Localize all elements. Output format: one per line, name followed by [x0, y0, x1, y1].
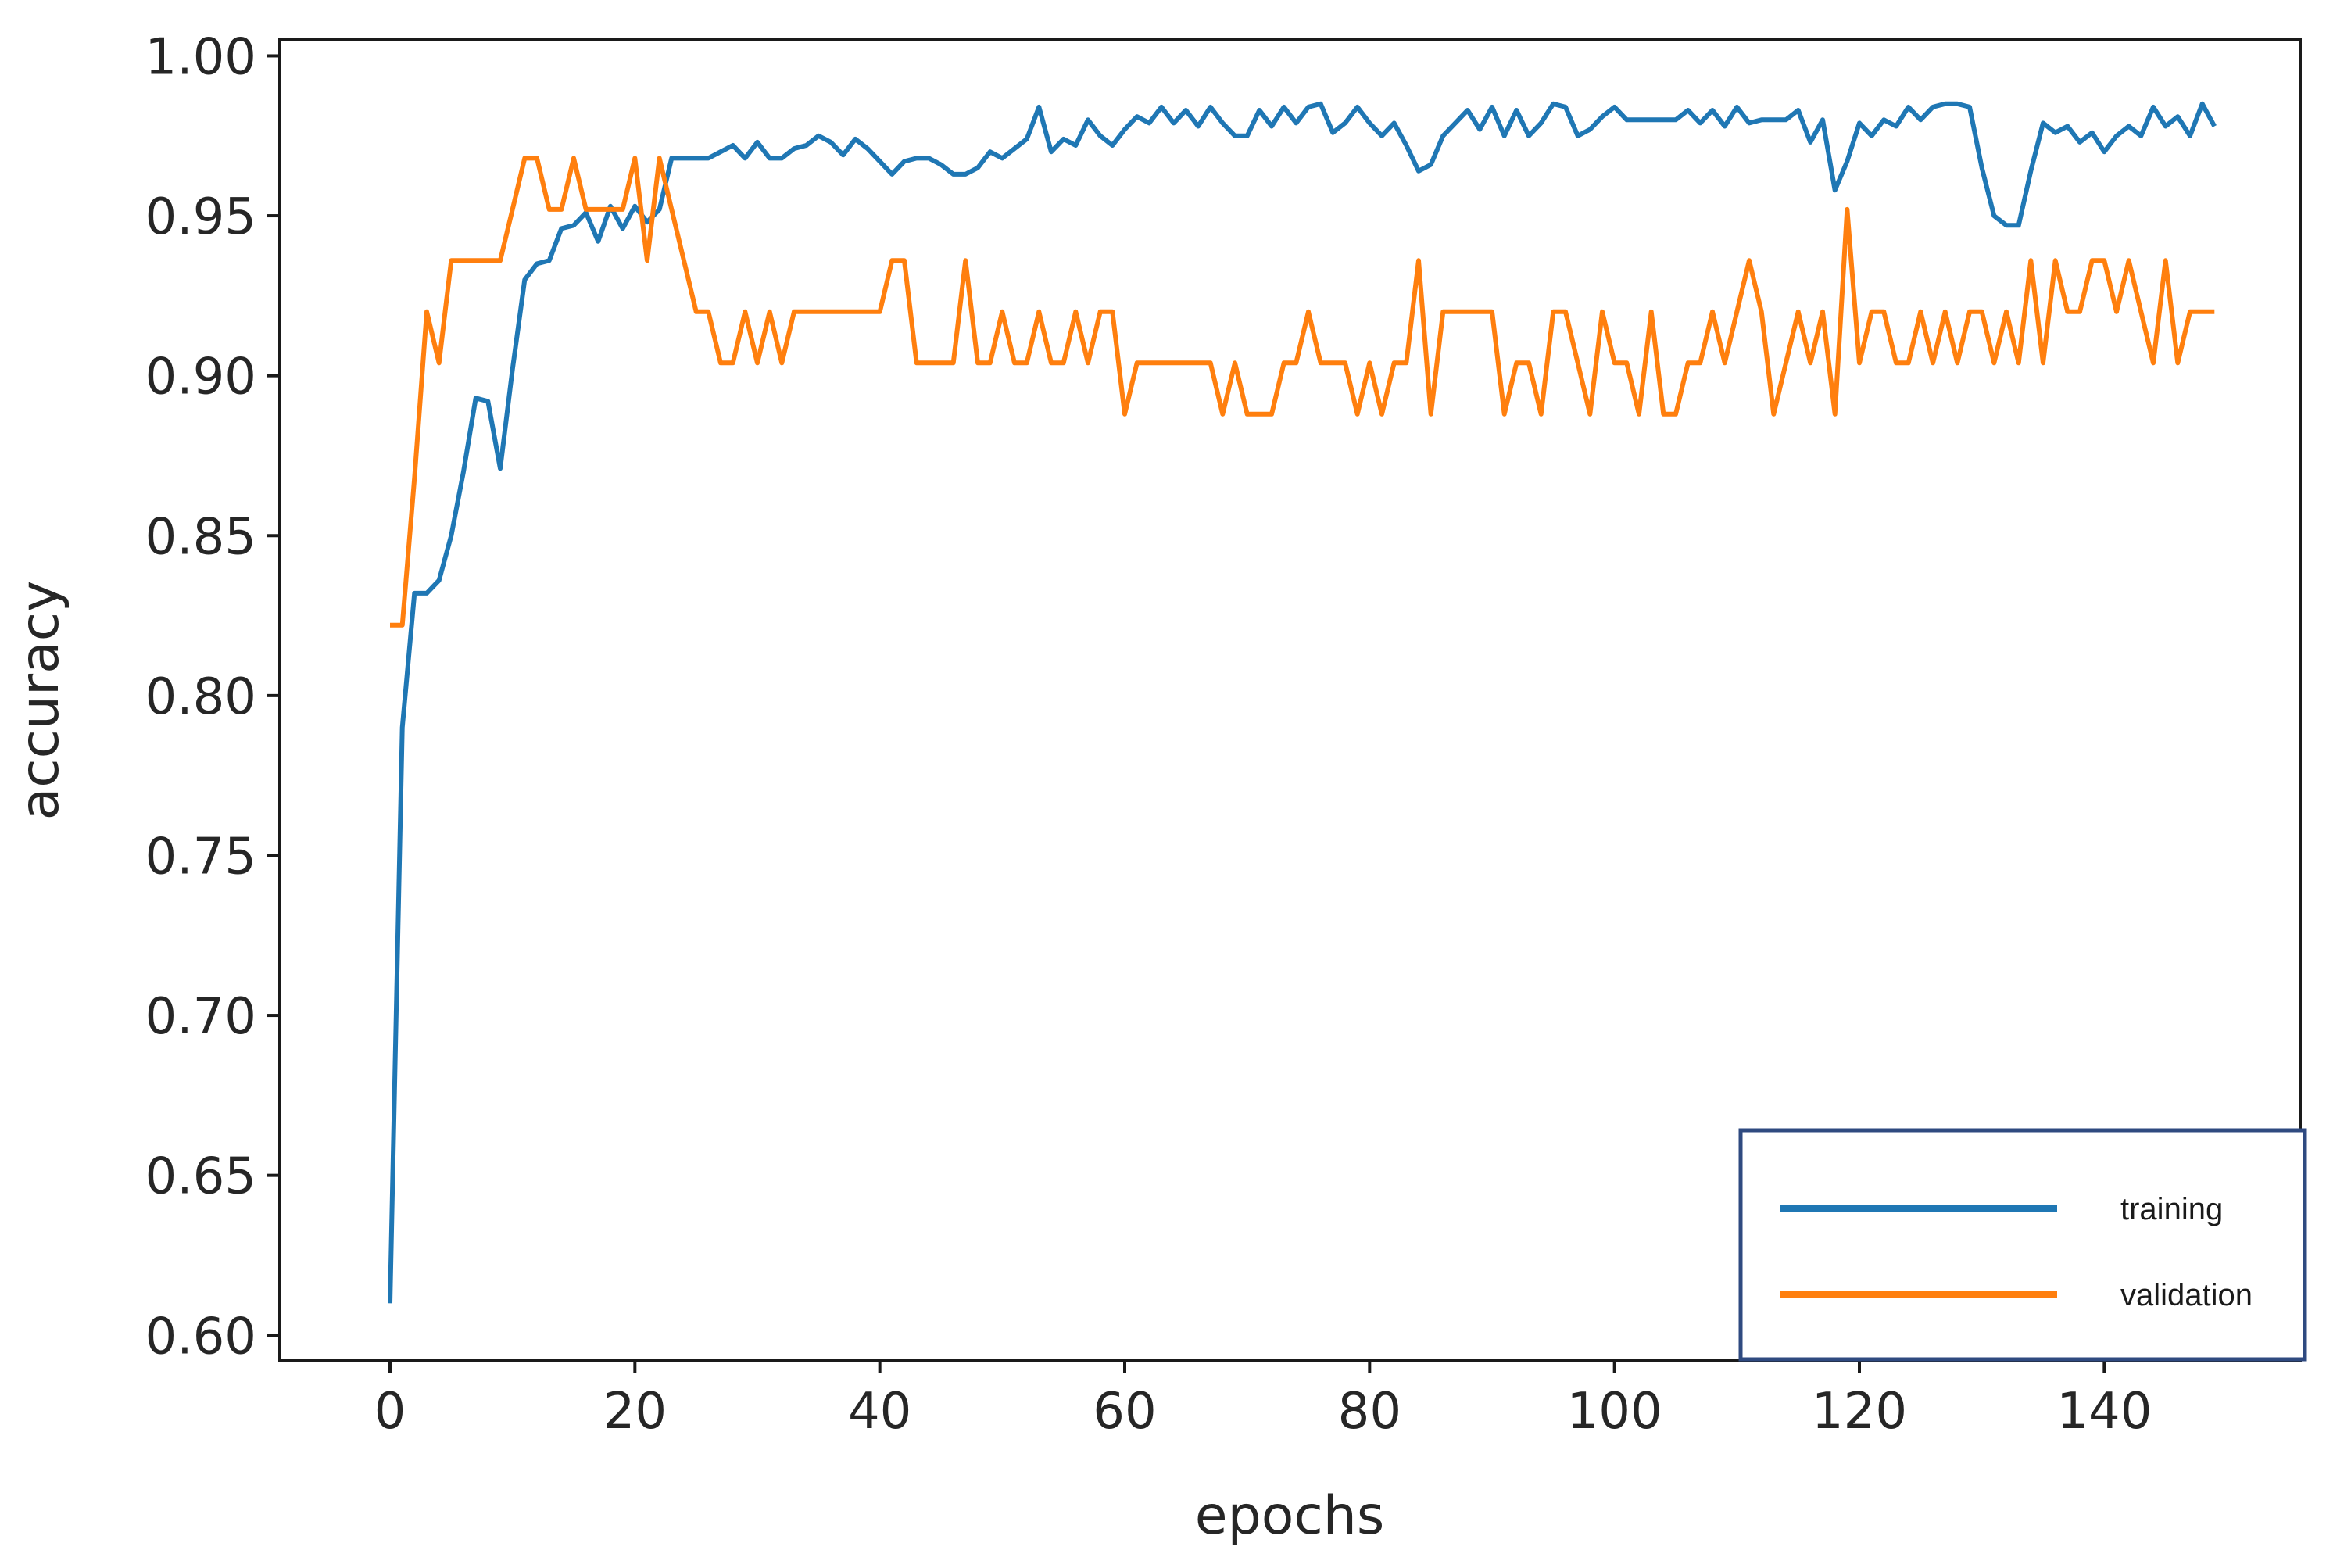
x-tick-label: 20: [603, 1383, 667, 1441]
x-axis-ticks: 0 20 40 60 80 100 120 140: [374, 1361, 2152, 1441]
x-tick-label: 120: [1812, 1383, 1907, 1441]
y-tick-label: 0.90: [145, 349, 257, 406]
y-tick-label: 0.65: [145, 1148, 257, 1206]
plot-frame: [278, 38, 2302, 1362]
x-tick-label: 100: [1567, 1383, 1662, 1441]
series-line-validation: [390, 156, 2215, 628]
x-tick-label: 0: [374, 1383, 406, 1441]
x-tick-label: 60: [1093, 1383, 1156, 1441]
legend: training validation: [1738, 1128, 2307, 1362]
y-tick-label: 0.60: [145, 1308, 257, 1366]
y-tick-label: 0.85: [145, 508, 257, 566]
y-tick-label: 0.80: [145, 668, 257, 726]
x-axis-title: epochs: [1195, 1485, 1385, 1547]
legend-label-training: training: [2120, 1192, 2223, 1226]
x-tick-label: 40: [848, 1383, 911, 1441]
x-tick-label: 80: [1338, 1383, 1401, 1441]
legend-box: [1738, 1128, 2307, 1362]
y-tick-label: 1.00: [145, 28, 257, 86]
y-axis-title: accuracy: [9, 581, 71, 821]
y-tick-label: 0.75: [145, 828, 257, 886]
y-tick-label: 0.95: [145, 188, 257, 246]
y-axis-ticks: 0.60 0.65 0.70 0.75 0.80 0.85 0.90 0.95 1.00: [145, 28, 280, 1366]
series-line-training: [388, 101, 2217, 1304]
legend-label-validation: validation: [2120, 1278, 2253, 1312]
y-tick-label: 0.70: [145, 988, 257, 1046]
x-tick-label: 140: [2056, 1383, 2152, 1441]
series-layer: [388, 101, 2217, 1304]
